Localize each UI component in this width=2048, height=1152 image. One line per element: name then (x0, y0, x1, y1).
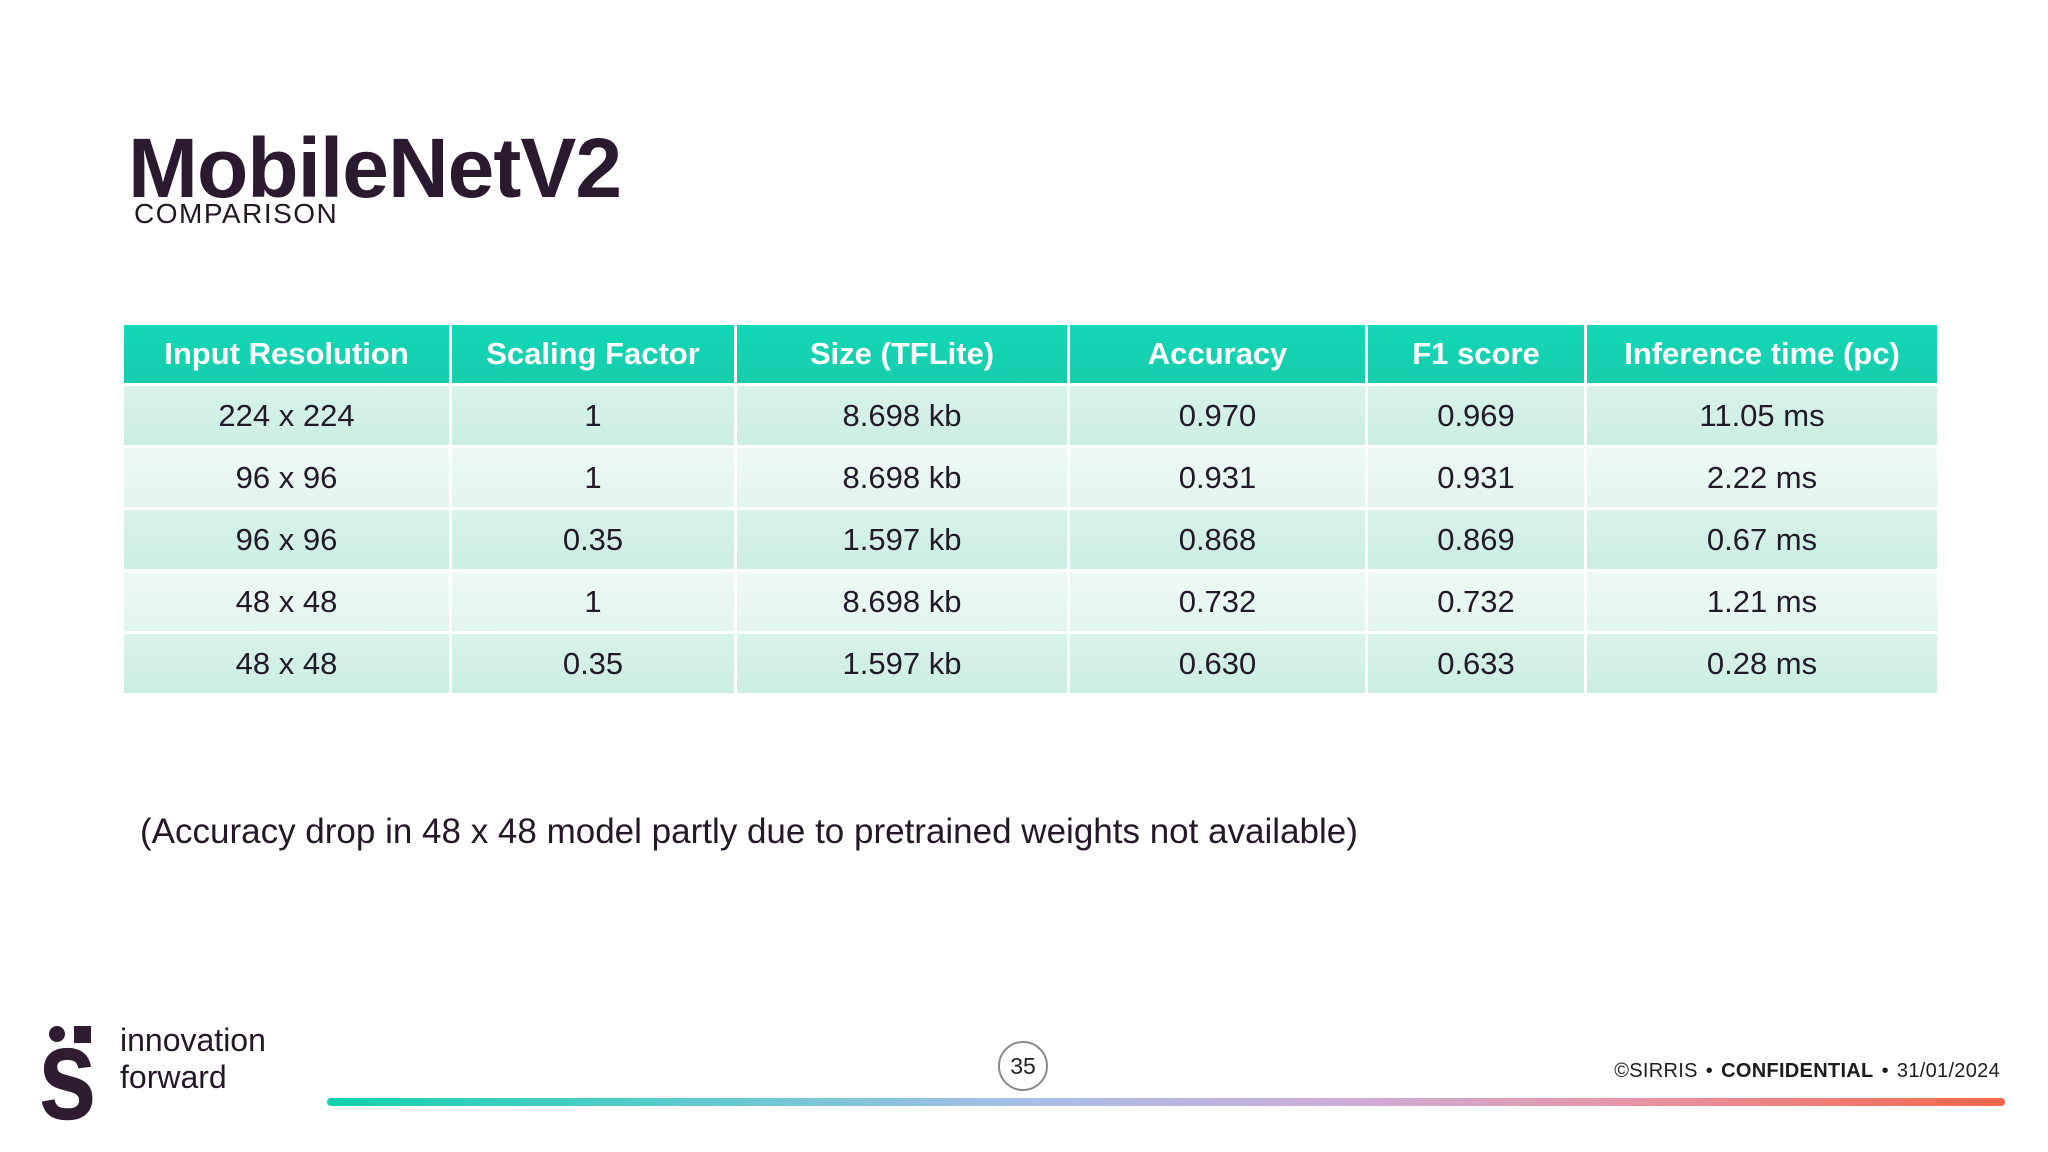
tagline: innovation forward (120, 1022, 266, 1096)
slide-date: 31/01/2024 (1896, 1060, 2000, 1082)
table-cell: 1 (452, 572, 734, 631)
table-cell: 0.28 ms (1587, 634, 1937, 693)
copyright-owner: ©SIRRIS (1614, 1060, 1698, 1082)
column-header-accuracy: Accuracy (1070, 325, 1365, 383)
page-number: 35 (1010, 1052, 1036, 1079)
table-cell: 1.597 kb (737, 510, 1067, 569)
column-header-size-tflite: Size (TFLite) (737, 325, 1067, 383)
table-cell: 1.597 kb (737, 634, 1067, 693)
table-cell: 1.21 ms (1587, 572, 1937, 631)
copyright-line: ©SIRRIS • CONFIDENTIAL • 31/01/2024 (1614, 1060, 2000, 1083)
table-cell: 0.931 (1070, 448, 1365, 507)
table-cell: 8.698 kb (737, 572, 1067, 631)
table-cell: 224 x 224 (124, 386, 449, 445)
logo-s-glyph: s (38, 1000, 97, 1147)
table-cell: 8.698 kb (737, 448, 1067, 507)
table-cell: 0.969 (1368, 386, 1584, 445)
accuracy-note: (Accuracy drop in 48 x 48 model partly d… (140, 812, 1358, 851)
table-cell: 0.868 (1070, 510, 1365, 569)
column-header-f1-score: F1 score (1368, 325, 1584, 383)
table-cell: 0.970 (1070, 386, 1365, 445)
table-cell: 2.22 ms (1587, 448, 1937, 507)
table-cell: 1 (452, 448, 734, 507)
column-header-input-resolution: Input Resolution (124, 325, 449, 383)
table-row: 48 x 48 1 8.698 kb 0.732 0.732 1.21 ms (124, 572, 1937, 631)
table-cell: 48 x 48 (124, 634, 449, 693)
table-cell: 0.67 ms (1587, 510, 1937, 569)
page-title: MobileNetV2 (128, 121, 622, 216)
table-cell: 0.633 (1368, 634, 1584, 693)
comparison-table: Input Resolution Scaling Factor Size (TF… (121, 322, 1940, 696)
page-number-badge: 35 (998, 1041, 1048, 1091)
table-cell: 0.732 (1368, 572, 1584, 631)
tagline-line2: forward (120, 1059, 227, 1095)
column-header-inference-time: Inference time (pc) (1587, 325, 1937, 383)
table-row: 224 x 224 1 8.698 kb 0.970 0.969 11.05 m… (124, 386, 1937, 445)
table-cell: 0.35 (452, 510, 734, 569)
logo-dot-circle-icon (49, 1026, 65, 1042)
table-cell: 0.931 (1368, 448, 1584, 507)
confidential-label: CONFIDENTIAL (1721, 1060, 1874, 1082)
bullet-separator: • (1881, 1060, 1889, 1082)
table-cell: 1 (452, 386, 734, 445)
table-cell: 11.05 ms (1587, 386, 1937, 445)
tagline-line1: innovation (120, 1022, 266, 1058)
table-row: 96 x 96 1 8.698 kb 0.931 0.931 2.22 ms (124, 448, 1937, 507)
table-cell: 0.35 (452, 634, 734, 693)
table-row: 96 x 96 0.35 1.597 kb 0.868 0.869 0.67 m… (124, 510, 1937, 569)
table-cell: 0.732 (1070, 572, 1365, 631)
table-cell: 48 x 48 (124, 572, 449, 631)
bullet-separator: • (1705, 1060, 1714, 1082)
table-row: 48 x 48 0.35 1.597 kb 0.630 0.633 0.28 m… (124, 634, 1937, 693)
table-cell: 96 x 96 (124, 510, 449, 569)
logo-dot-square-icon (74, 1026, 91, 1043)
column-header-scaling-factor: Scaling Factor (452, 325, 734, 383)
table-header-row: Input Resolution Scaling Factor Size (TF… (124, 325, 1937, 383)
table-cell: 96 x 96 (124, 448, 449, 507)
page-subtitle: COMPARISON (134, 198, 339, 229)
footer-gradient-bar (327, 1098, 2005, 1106)
table-cell: 8.698 kb (737, 386, 1067, 445)
table-cell: 0.630 (1070, 634, 1365, 693)
table-cell: 0.869 (1368, 510, 1584, 569)
